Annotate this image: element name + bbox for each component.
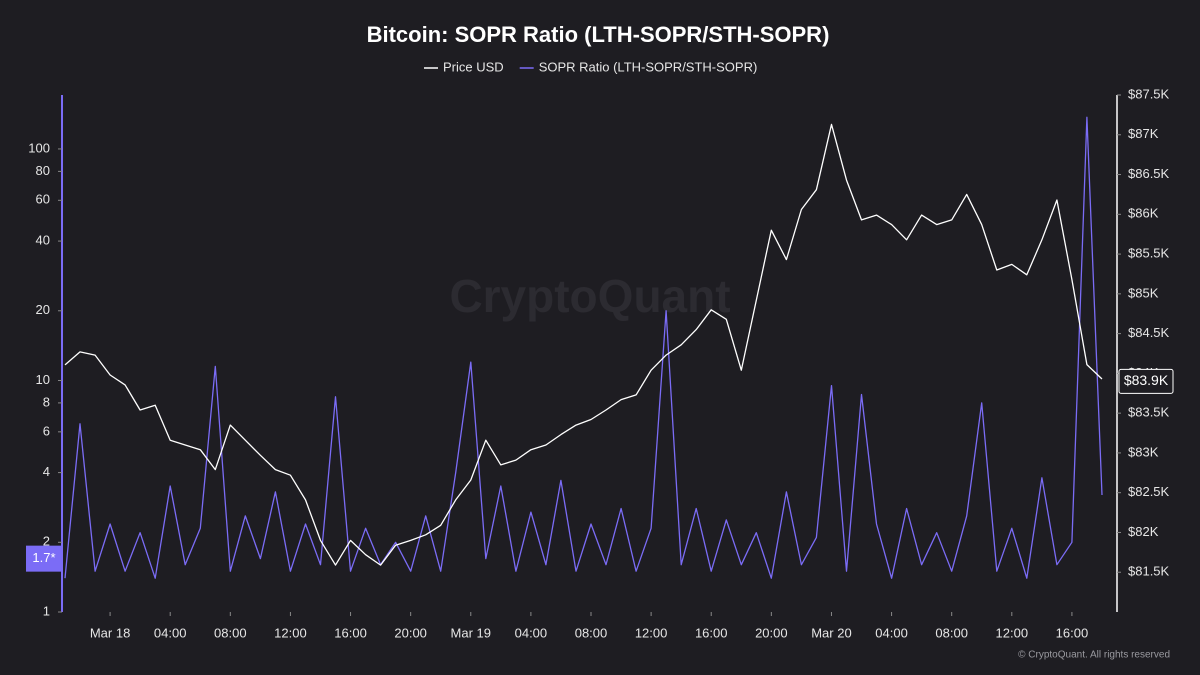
series-line [64,123,1103,566]
y2-tick-label: $81.5K [1128,564,1170,579]
x-tick-label: 04:00 [515,625,548,640]
y2-tick-label: $83K [1128,444,1159,459]
x-tick-label: 20:00 [755,625,788,640]
footer: © CryptoQuant. All rights reserved [1018,650,1170,661]
y-tick-label: 2 [43,534,50,549]
x-tick-label: Mar 18 [90,625,130,640]
x-tick-label: 08:00 [935,625,968,640]
x-tick-label: 20:00 [394,625,427,640]
y-tick-label: 4 [43,464,50,479]
x-tick-label: Mar 20 [811,625,851,640]
price-badge [1118,368,1174,394]
x-tick-label: 16:00 [695,625,728,640]
price-badge-label: $83.9K [1124,372,1169,388]
y2-tick-label: $85.5K [1128,246,1170,261]
y2-tick-label: $82K [1128,524,1159,539]
x-tick-label: 12:00 [996,625,1029,640]
x-tick-label: 04:00 [875,625,908,640]
y2-tick-label: $86.5K [1128,166,1170,181]
y2-tick-label: $85K [1128,285,1159,300]
y2-tick-label: $82.5K [1128,484,1170,499]
legend-label: Price USD [443,59,504,74]
x-tick-label: 12:00 [635,625,668,640]
x-tick-label: 16:00 [1056,625,1089,640]
watermark: CryptoQuant [449,270,730,322]
y2-tick-label: $86K [1128,206,1159,221]
y-tick-label: 80 [36,163,50,178]
y-tick-label: 60 [36,192,50,207]
y2-tick-label: $83.5K [1128,405,1170,420]
x-tick-label: 08:00 [575,625,608,640]
y-tick-label: 10 [36,372,50,387]
series-line [64,116,1103,579]
y2-tick-label: $84.5K [1128,325,1170,340]
chart-title: Bitcoin: SOPR Ratio (LTH-SOPR/STH-SOPR) [367,22,830,47]
y-tick-label: 8 [43,394,50,409]
y2-tick-label: $87.5K [1128,86,1170,101]
x-tick-label: 04:00 [154,625,187,640]
x-tick-label: 08:00 [214,625,247,640]
y-tick-label: 100 [28,140,50,155]
y-tick-label: 40 [36,233,50,248]
y2-tick-label: $87K [1128,126,1159,141]
legend-label: SOPR Ratio (LTH-SOPR/STH-SOPR) [539,59,758,74]
x-tick-label: Mar 19 [451,625,491,640]
x-tick-label: 16:00 [334,625,367,640]
sopr-badge-label: 1.7* [32,550,55,565]
y-tick-label: 1 [43,603,50,618]
y-tick-label: 20 [36,302,50,317]
sopr-badge [26,545,62,572]
y-tick-label: 6 [43,423,50,438]
x-tick-label: 12:00 [274,625,307,640]
